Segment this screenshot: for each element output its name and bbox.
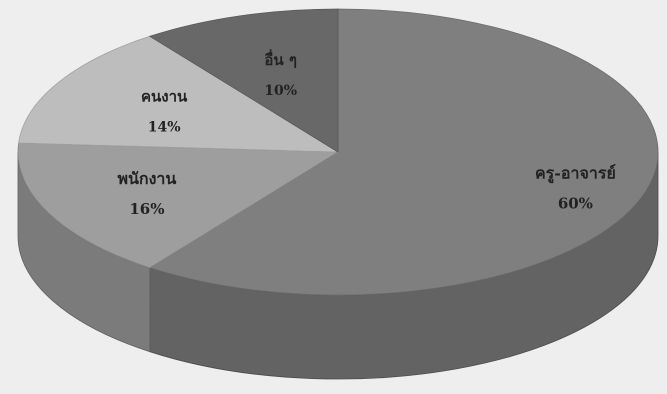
slice-2-value-label: 16% bbox=[129, 200, 164, 218]
pie-tops bbox=[17, 8, 659, 296]
slice-4-label: อื่น ๆ bbox=[264, 49, 297, 69]
slice-3-label: คนงาน bbox=[141, 87, 188, 105]
slice-4-value-label: 10% bbox=[264, 83, 297, 99]
slice-1-wedge bbox=[148, 8, 659, 296]
slice-3-wedge bbox=[18, 35, 340, 153]
slice-4-wedge bbox=[148, 8, 339, 153]
slice-2-wedge bbox=[17, 142, 340, 269]
slice-2-label: พนักงาน bbox=[117, 169, 176, 188]
pie-labels: ครู-อาจารย์ 60% พนักงาน 16% คนงาน 14% อื่น ๆ 10… bbox=[117, 49, 615, 218]
slice-1-value-label: 60% bbox=[558, 194, 593, 212]
slice-3-value-label: 14% bbox=[148, 119, 181, 135]
slice-1-label: ครู-อาจารย์ bbox=[535, 163, 616, 184]
